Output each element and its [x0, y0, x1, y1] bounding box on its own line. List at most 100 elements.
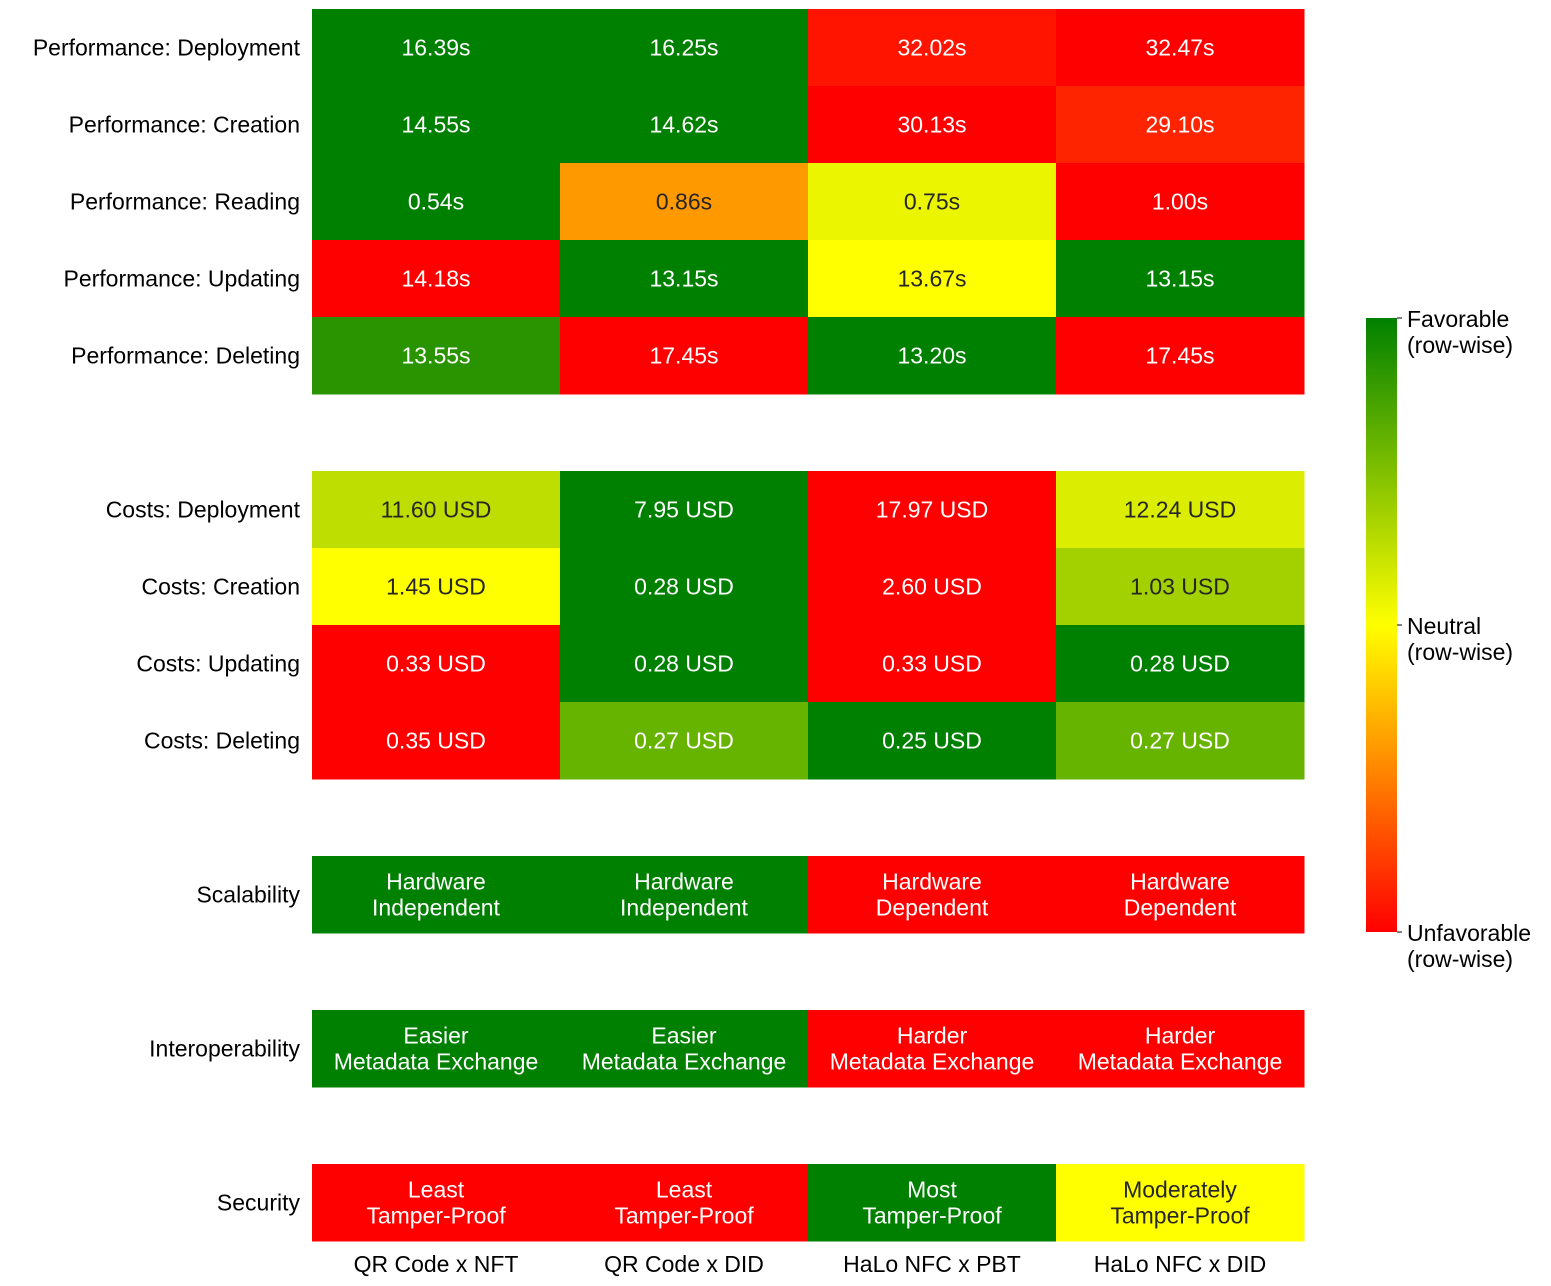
cell-label: Harder Metadata Exchange [1078, 1023, 1283, 1075]
row-label: Performance: Deleting [71, 343, 300, 369]
heatmap-cell [808, 9, 1057, 87]
heatmap-cell [1056, 702, 1305, 780]
heatmap-cell [808, 163, 1057, 241]
cell-label: 14.55s [401, 112, 470, 138]
cell-label: 29.10s [1145, 112, 1214, 138]
heatmap-cell [560, 702, 809, 780]
row-label: Security [217, 1190, 301, 1216]
heatmap-cell [1056, 163, 1305, 241]
heatmap-cell [560, 471, 809, 549]
heatmap-cell [560, 240, 809, 318]
heatmap-cell [1056, 1010, 1305, 1088]
cell-label: Least Tamper-Proof [366, 1177, 506, 1229]
heatmap-cell [808, 625, 1057, 703]
cell-label: 0.28 USD [634, 574, 734, 600]
heatmap-cell [312, 240, 561, 318]
heatmap-cell [312, 625, 561, 703]
cell-label: 13.15s [1145, 266, 1214, 292]
cell-label: Hardware Dependent [1124, 869, 1237, 921]
cell-label: 1.03 USD [1130, 574, 1230, 600]
cell-label: 14.18s [401, 266, 470, 292]
cell-label: 0.35 USD [386, 728, 486, 754]
row-label: Scalability [196, 882, 300, 908]
heatmap-cell [560, 317, 809, 395]
cell-label: 13.67s [897, 266, 966, 292]
heatmap-cell [560, 163, 809, 241]
cell-label: Easier Metadata Exchange [582, 1023, 787, 1075]
heatmap-cell [312, 702, 561, 780]
cell-label: 0.28 USD [634, 651, 734, 677]
row-label: Performance: Reading [70, 189, 300, 215]
cell-label: 0.86s [656, 189, 712, 215]
colorbar [1366, 318, 1397, 932]
row-label: Performance: Deployment [33, 35, 301, 61]
row-label: Performance: Updating [63, 266, 300, 292]
heatmap-cell [808, 1164, 1057, 1242]
heatmap-cell [808, 471, 1057, 549]
cell-label: Hardware Independent [620, 869, 749, 921]
cell-label: 12.24 USD [1124, 497, 1237, 523]
column-label: QR Code x NFT [354, 1251, 519, 1277]
heatmap-cell [560, 856, 809, 934]
cell-label: 11.60 USD [381, 497, 492, 523]
cell-label: Hardware Independent [372, 869, 501, 921]
heatmap-cell [560, 625, 809, 703]
cell-label: Moderately Tamper-Proof [1110, 1177, 1250, 1229]
row-label: Costs: Deployment [106, 497, 301, 523]
heatmap-cell [1056, 548, 1305, 626]
cell-label: 0.28 USD [1130, 651, 1230, 677]
cell-label: 7.95 USD [634, 497, 734, 523]
cell-label: Most Tamper-Proof [862, 1177, 1002, 1229]
heatmap-cell [808, 702, 1057, 780]
heatmap-cell [560, 1010, 809, 1088]
colorbar-tick-label: Neutral (row-wise) [1407, 613, 1513, 665]
heatmap-cell [560, 548, 809, 626]
row-label: Costs: Creation [141, 574, 300, 600]
heatmap-cell [312, 548, 561, 626]
cell-label: 30.13s [897, 112, 966, 138]
cell-label: Hardware Dependent [876, 869, 989, 921]
cell-label: Least Tamper-Proof [614, 1177, 754, 1229]
cell-label: 0.25 USD [882, 728, 982, 754]
column-label: HaLo NFC x DID [1094, 1251, 1267, 1277]
colorbar-tick-label: Favorable (row-wise) [1407, 306, 1513, 358]
cell-label: 32.02s [897, 35, 966, 61]
heatmap-cell [560, 9, 809, 87]
row-label: Costs: Deleting [144, 728, 300, 754]
cell-label: 17.45s [1145, 343, 1214, 369]
heatmap-cell [560, 1164, 809, 1242]
heatmap-cell [1056, 471, 1305, 549]
heatmap-cell [808, 856, 1057, 934]
cell-label: 32.47s [1145, 35, 1214, 61]
column-label: HaLo NFC x PBT [843, 1251, 1021, 1277]
heatmap-cell [312, 1010, 561, 1088]
cell-label: 0.27 USD [1130, 728, 1230, 754]
heatmap-cell [808, 86, 1057, 164]
heatmap-cell [808, 240, 1057, 318]
cell-label: 13.20s [897, 343, 966, 369]
heatmap-cell [312, 1164, 561, 1242]
heatmap-cell [1056, 86, 1305, 164]
cell-label: 1.45 USD [386, 574, 486, 600]
heatmap-cell [808, 548, 1057, 626]
cell-label: 17.97 USD [876, 497, 989, 523]
heatmap-cell [312, 86, 561, 164]
heatmap-cell [560, 86, 809, 164]
heatmap-cell [1056, 1164, 1305, 1242]
cell-label: 0.54s [408, 189, 464, 215]
cell-label: 0.33 USD [386, 651, 486, 677]
cell-label: 0.27 USD [634, 728, 734, 754]
heatmap-cell [808, 1010, 1057, 1088]
cell-label: 2.60 USD [882, 574, 982, 600]
row-label: Performance: Creation [69, 112, 300, 138]
colorbar-tick-label: Unfavorable (row-wise) [1407, 920, 1531, 972]
row-label: Costs: Updating [136, 651, 300, 677]
heatmap-cell [1056, 9, 1305, 87]
heatmap-cell [312, 471, 561, 549]
heatmap-cell [1056, 625, 1305, 703]
heatmap-cell [808, 317, 1057, 395]
cell-label: 1.00s [1152, 189, 1208, 215]
heatmap-cell [1056, 856, 1305, 934]
row-label: Interoperability [149, 1036, 300, 1062]
